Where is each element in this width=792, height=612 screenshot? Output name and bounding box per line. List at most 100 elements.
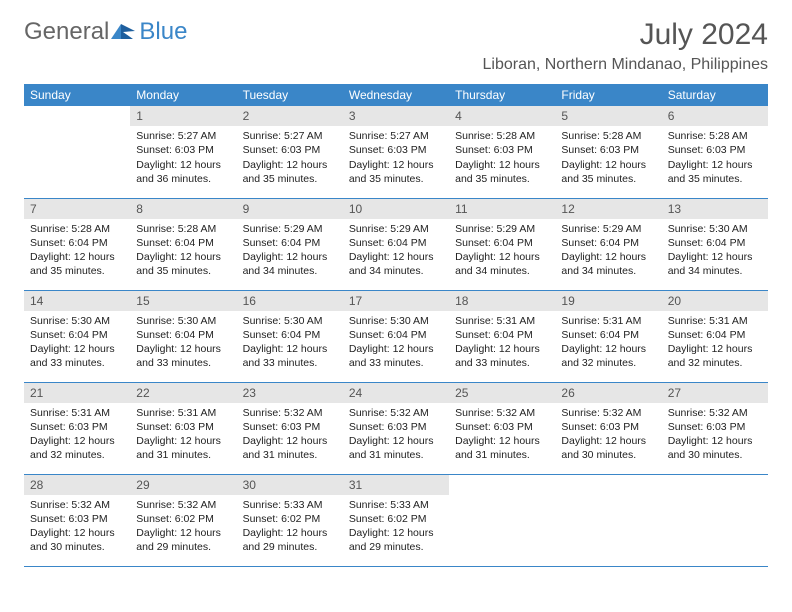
calendar-day-cell: 3Sunrise: 5:27 AMSunset: 6:03 PMDaylight…	[343, 106, 449, 198]
sunrise-text: Sunrise: 5:32 AM	[136, 498, 230, 512]
sunrise-text: Sunrise: 5:30 AM	[668, 222, 762, 236]
sunrise-text: Sunrise: 5:31 AM	[136, 406, 230, 420]
daylight-text: Daylight: 12 hours and 31 minutes.	[136, 434, 230, 462]
day-details: Sunrise: 5:32 AMSunset: 6:03 PMDaylight:…	[343, 403, 449, 467]
day-details: Sunrise: 5:27 AMSunset: 6:03 PMDaylight:…	[130, 126, 236, 190]
calendar-table: Sunday Monday Tuesday Wednesday Thursday…	[24, 84, 768, 567]
day-number: 29	[130, 475, 236, 495]
daylight-text: Daylight: 12 hours and 29 minutes.	[349, 526, 443, 554]
daylight-text: Daylight: 12 hours and 34 minutes.	[455, 250, 549, 278]
daylight-text: Daylight: 12 hours and 33 minutes.	[30, 342, 124, 370]
sunset-text: Sunset: 6:04 PM	[243, 236, 337, 250]
weekday-header: Monday	[130, 84, 236, 106]
day-number	[555, 475, 661, 479]
weekday-header: Saturday	[662, 84, 768, 106]
sunrise-text: Sunrise: 5:27 AM	[349, 129, 443, 143]
sunrise-text: Sunrise: 5:31 AM	[30, 406, 124, 420]
day-number: 8	[130, 199, 236, 219]
sunset-text: Sunset: 6:04 PM	[136, 328, 230, 342]
calendar-week-row: 28Sunrise: 5:32 AMSunset: 6:03 PMDayligh…	[24, 474, 768, 566]
sunrise-text: Sunrise: 5:31 AM	[561, 314, 655, 328]
calendar-day-cell: 21Sunrise: 5:31 AMSunset: 6:03 PMDayligh…	[24, 382, 130, 474]
day-details: Sunrise: 5:30 AMSunset: 6:04 PMDaylight:…	[24, 311, 130, 375]
day-details: Sunrise: 5:28 AMSunset: 6:04 PMDaylight:…	[130, 219, 236, 283]
sunset-text: Sunset: 6:04 PM	[30, 236, 124, 250]
sunrise-text: Sunrise: 5:32 AM	[455, 406, 549, 420]
weekday-header: Tuesday	[237, 84, 343, 106]
daylight-text: Daylight: 12 hours and 33 minutes.	[349, 342, 443, 370]
calendar-day-cell: 26Sunrise: 5:32 AMSunset: 6:03 PMDayligh…	[555, 382, 661, 474]
calendar-day-cell: 25Sunrise: 5:32 AMSunset: 6:03 PMDayligh…	[449, 382, 555, 474]
day-number: 11	[449, 199, 555, 219]
day-number: 14	[24, 291, 130, 311]
daylight-text: Daylight: 12 hours and 35 minutes.	[561, 158, 655, 186]
calendar-week-row: 1Sunrise: 5:27 AMSunset: 6:03 PMDaylight…	[24, 106, 768, 198]
day-details: Sunrise: 5:32 AMSunset: 6:03 PMDaylight:…	[662, 403, 768, 467]
sunrise-text: Sunrise: 5:28 AM	[136, 222, 230, 236]
calendar-day-cell: 6Sunrise: 5:28 AMSunset: 6:03 PMDaylight…	[662, 106, 768, 198]
day-details: Sunrise: 5:31 AMSunset: 6:03 PMDaylight:…	[24, 403, 130, 467]
sunset-text: Sunset: 6:02 PM	[243, 512, 337, 526]
daylight-text: Daylight: 12 hours and 32 minutes.	[561, 342, 655, 370]
daylight-text: Daylight: 12 hours and 31 minutes.	[349, 434, 443, 462]
sunset-text: Sunset: 6:02 PM	[136, 512, 230, 526]
calendar-day-cell: 15Sunrise: 5:30 AMSunset: 6:04 PMDayligh…	[130, 290, 236, 382]
sunrise-text: Sunrise: 5:32 AM	[668, 406, 762, 420]
day-number	[449, 475, 555, 479]
calendar-day-cell: 8Sunrise: 5:28 AMSunset: 6:04 PMDaylight…	[130, 198, 236, 290]
sunset-text: Sunset: 6:04 PM	[243, 328, 337, 342]
title-block: July 2024 Liboran, Northern Mindanao, Ph…	[482, 18, 768, 74]
calendar-day-cell: 12Sunrise: 5:29 AMSunset: 6:04 PMDayligh…	[555, 198, 661, 290]
sunrise-text: Sunrise: 5:32 AM	[30, 498, 124, 512]
daylight-text: Daylight: 12 hours and 32 minutes.	[668, 342, 762, 370]
calendar-day-cell: 28Sunrise: 5:32 AMSunset: 6:03 PMDayligh…	[24, 474, 130, 566]
calendar-day-cell: 22Sunrise: 5:31 AMSunset: 6:03 PMDayligh…	[130, 382, 236, 474]
sunrise-text: Sunrise: 5:30 AM	[30, 314, 124, 328]
sunset-text: Sunset: 6:04 PM	[668, 328, 762, 342]
day-number: 6	[662, 106, 768, 126]
sunrise-text: Sunrise: 5:31 AM	[455, 314, 549, 328]
day-details: Sunrise: 5:33 AMSunset: 6:02 PMDaylight:…	[237, 495, 343, 559]
calendar-day-cell: 11 Sunrise: 5:29 AMSunset: 6:04 PMDayligh…	[449, 198, 555, 290]
day-number: 17	[343, 291, 449, 311]
daylight-text: Daylight: 12 hours and 34 minutes.	[668, 250, 762, 278]
sunset-text: Sunset: 6:03 PM	[668, 143, 762, 157]
daylight-text: Daylight: 12 hours and 34 minutes.	[349, 250, 443, 278]
day-details: Sunrise: 5:28 AMSunset: 6:03 PMDaylight:…	[555, 126, 661, 190]
daylight-text: Daylight: 12 hours and 30 minutes.	[30, 526, 124, 554]
sunset-text: Sunset: 6:03 PM	[243, 143, 337, 157]
logo-text-1: General	[24, 18, 109, 46]
day-details: Sunrise: 5:31 AMSunset: 6:04 PMDaylight:…	[449, 311, 555, 375]
day-number: 12	[555, 199, 661, 219]
daylight-text: Daylight: 12 hours and 35 minutes.	[243, 158, 337, 186]
sunrise-text: Sunrise: 5:29 AM	[455, 222, 549, 236]
sunrise-text: Sunrise: 5:33 AM	[349, 498, 443, 512]
calendar-day-cell: 4Sunrise: 5:28 AMSunset: 6:03 PMDaylight…	[449, 106, 555, 198]
sunrise-text: Sunrise: 5:32 AM	[349, 406, 443, 420]
sunset-text: Sunset: 6:03 PM	[668, 420, 762, 434]
calendar-day-cell: 13Sunrise: 5:30 AMSunset: 6:04 PMDayligh…	[662, 198, 768, 290]
sunset-text: Sunset: 6:04 PM	[455, 236, 549, 250]
sunrise-text: Sunrise: 5:27 AM	[136, 129, 230, 143]
header: General Blue July 2024 Liboran, Northern…	[24, 18, 768, 74]
day-number: 28	[24, 475, 130, 495]
location-label: Liboran, Northern Mindanao, Philippines	[482, 56, 768, 74]
day-number: 5	[555, 106, 661, 126]
day-number: 16	[237, 291, 343, 311]
calendar-day-cell: 29Sunrise: 5:32 AMSunset: 6:02 PMDayligh…	[130, 474, 236, 566]
day-details: Sunrise: 5:32 AMSunset: 6:02 PMDaylight:…	[130, 495, 236, 559]
day-details: Sunrise: 5:27 AMSunset: 6:03 PMDaylight:…	[343, 126, 449, 190]
calendar-day-cell: 5Sunrise: 5:28 AMSunset: 6:03 PMDaylight…	[555, 106, 661, 198]
daylight-text: Daylight: 12 hours and 31 minutes.	[243, 434, 337, 462]
calendar-day-cell	[449, 474, 555, 566]
day-details: Sunrise: 5:28 AMSunset: 6:03 PMDaylight:…	[449, 126, 555, 190]
day-number: 21	[24, 383, 130, 403]
day-number: 26	[555, 383, 661, 403]
calendar-day-cell: 2Sunrise: 5:27 AMSunset: 6:03 PMDaylight…	[237, 106, 343, 198]
calendar-day-cell: 19Sunrise: 5:31 AMSunset: 6:04 PMDayligh…	[555, 290, 661, 382]
day-number: 31	[343, 475, 449, 495]
sunrise-text: Sunrise: 5:28 AM	[30, 222, 124, 236]
calendar-week-row: 14Sunrise: 5:30 AMSunset: 6:04 PMDayligh…	[24, 290, 768, 382]
daylight-text: Daylight: 12 hours and 31 minutes.	[455, 434, 549, 462]
day-number: 13	[662, 199, 768, 219]
